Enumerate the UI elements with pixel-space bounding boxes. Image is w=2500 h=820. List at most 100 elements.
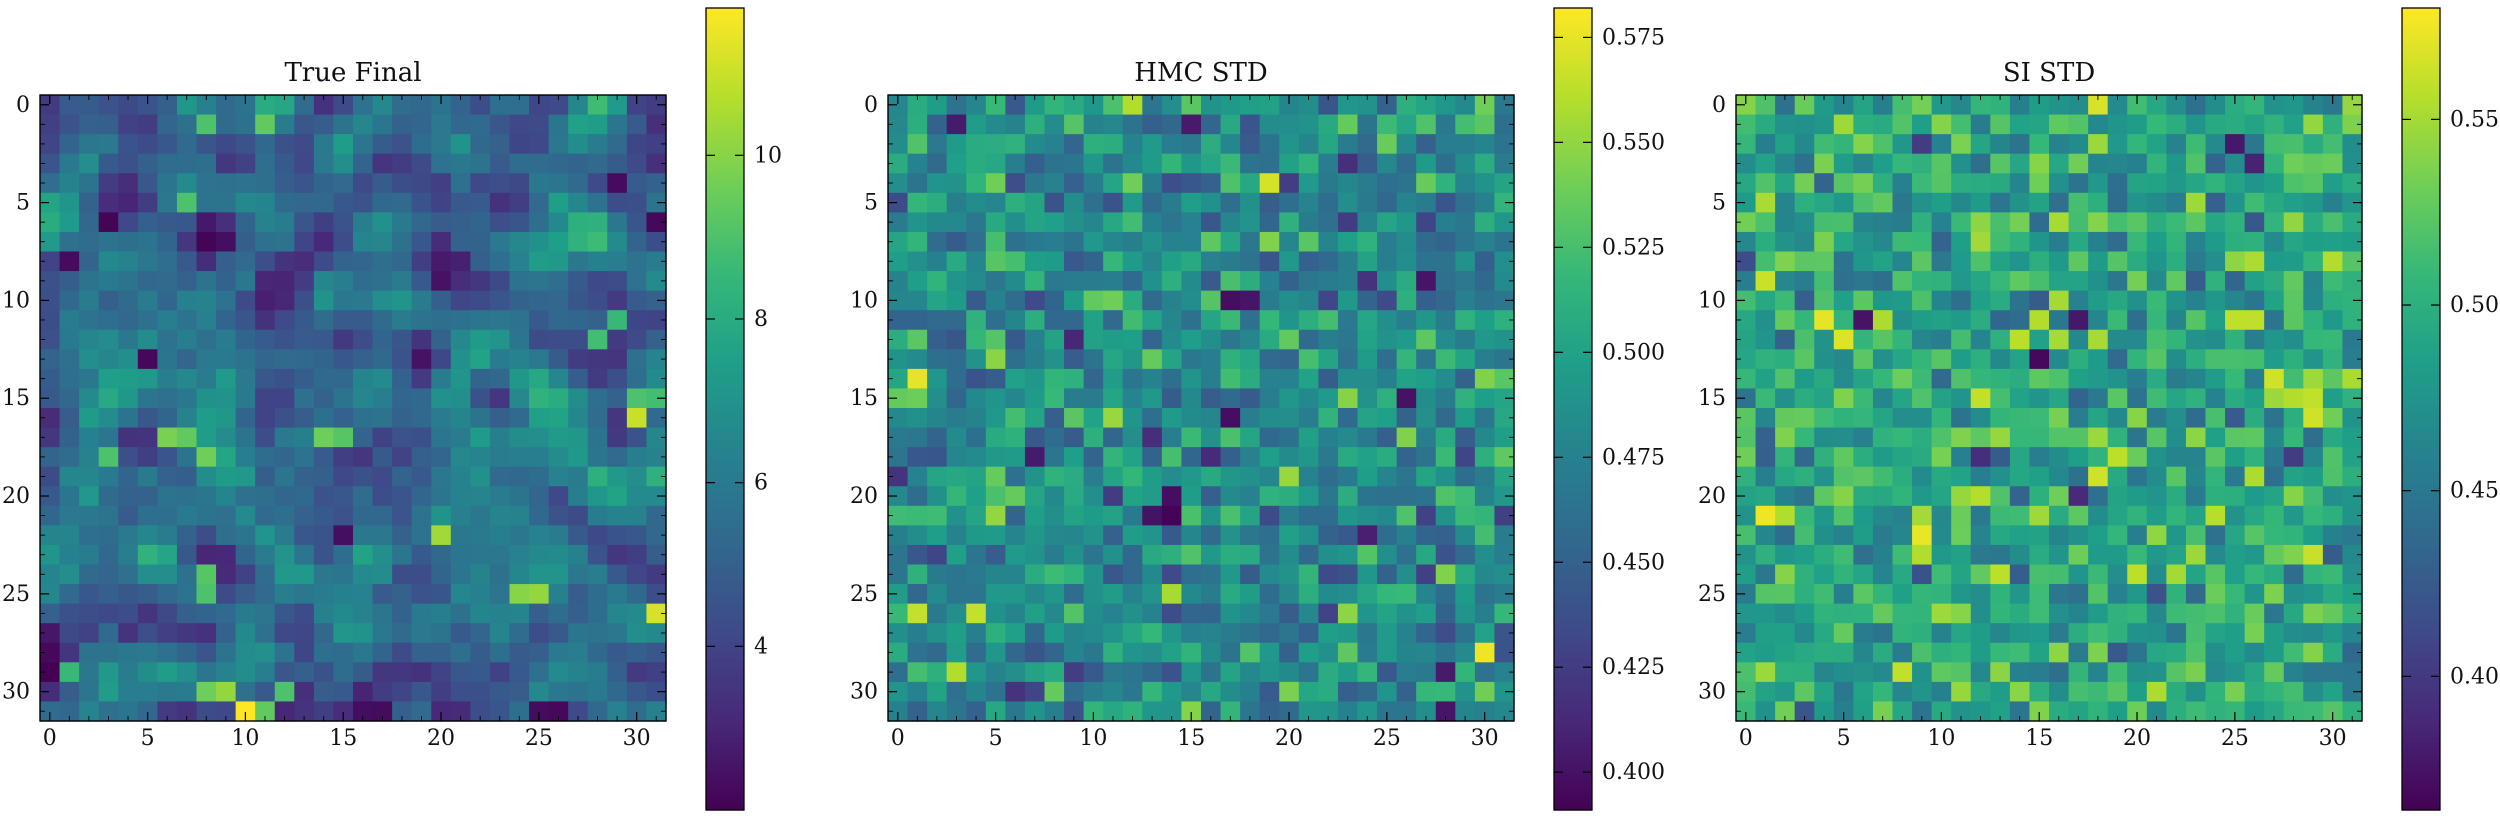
heatmap-cell	[392, 231, 413, 253]
heatmap-cell	[1853, 134, 1874, 155]
heatmap-cell	[235, 153, 256, 174]
heatmap-cell	[2225, 447, 2246, 468]
heatmap-cell	[2225, 231, 2246, 253]
y-tick-label: 0	[864, 93, 878, 118]
colorbar-segment	[706, 348, 744, 354]
heatmap-cell	[353, 134, 374, 155]
colorbar-segment	[2402, 445, 2440, 450]
heatmap-cell	[1912, 701, 1933, 722]
colorbar-segment	[706, 264, 744, 270]
heatmap-cell	[2107, 153, 2128, 174]
heatmap-cell	[274, 271, 295, 292]
heatmap-cell	[1494, 231, 1515, 253]
heatmap-cell	[235, 192, 256, 213]
heatmap-cell	[79, 505, 100, 526]
heatmap-cell	[1736, 95, 1757, 116]
heatmap-cell	[2283, 349, 2304, 370]
heatmap-cell	[2205, 701, 2226, 722]
heatmap-cell	[1970, 681, 1991, 703]
heatmap-cell	[1220, 408, 1241, 429]
heatmap-cell	[2049, 584, 2070, 605]
heatmap-cell	[1794, 290, 1815, 311]
heatmap-cell	[1240, 290, 1261, 311]
heatmap-cell	[1024, 212, 1046, 233]
heatmap-cell	[333, 329, 354, 350]
heatmap-cell	[1912, 388, 1933, 409]
heatmap-cell	[1435, 564, 1456, 585]
colorbar-segment	[1554, 400, 1592, 406]
heatmap-cell	[2244, 701, 2265, 722]
heatmap-cell	[489, 251, 511, 272]
heatmap-cell	[2127, 153, 2148, 174]
heatmap-cell	[2342, 153, 2363, 174]
colorbar-segment	[2402, 52, 2440, 57]
heatmap-cell	[1005, 231, 1026, 253]
heatmap-cell	[196, 114, 217, 135]
heatmap-cell	[372, 447, 393, 468]
heatmap-cell	[1775, 290, 1796, 311]
heatmap-cell	[1024, 388, 1046, 409]
heatmap-cell	[98, 701, 119, 722]
heatmap-cell	[1416, 134, 1437, 155]
heatmap-cell	[489, 427, 511, 448]
heatmap-cell	[1337, 368, 1359, 390]
heatmap-cell	[392, 329, 413, 350]
heatmap-cell	[1416, 642, 1437, 663]
heatmap-cell	[2049, 290, 2070, 311]
heatmap-cell	[548, 623, 569, 644]
heatmap-cell	[1064, 349, 1085, 370]
heatmap-cell	[40, 408, 61, 429]
heatmap-cell	[1240, 212, 1261, 233]
heatmap-cell	[1892, 701, 1913, 722]
heatmap-cell	[1990, 701, 2011, 722]
heatmap-cell	[118, 525, 139, 546]
heatmap-cell	[509, 447, 530, 468]
heatmap-cell	[888, 212, 909, 233]
heatmap-cell	[2342, 603, 2363, 624]
heatmap-cell	[2127, 486, 2148, 507]
colorbar-segment	[1554, 441, 1592, 446]
colorbar-segment	[2402, 364, 2440, 370]
heatmap-cell	[1494, 584, 1515, 605]
heatmap-cell	[216, 466, 237, 487]
heatmap-cell	[2009, 310, 2031, 331]
heatmap-cell	[216, 388, 237, 409]
heatmap-cell	[1931, 525, 1952, 546]
heatmap-cell	[1337, 153, 1359, 174]
colorbar-segment	[2402, 469, 2440, 474]
heatmap-cell	[1181, 310, 1202, 331]
colorbar-segment	[2402, 697, 2440, 703]
colorbar-segment	[2402, 597, 2440, 603]
heatmap-cell	[294, 427, 315, 448]
colorbar-segment	[1554, 517, 1592, 522]
heatmap-cell	[1494, 701, 1515, 722]
heatmap-cell	[529, 564, 550, 585]
heatmap-cell	[1892, 349, 1913, 370]
heatmap-cell	[79, 271, 100, 292]
heatmap-cell	[927, 584, 948, 605]
heatmap-cell	[2283, 173, 2304, 194]
heatmap-cell	[1044, 662, 1065, 683]
heatmap-cell	[1990, 681, 2011, 703]
heatmap-cell	[313, 603, 335, 624]
heatmap-cell	[392, 212, 413, 233]
heatmap-cell	[79, 95, 100, 116]
heatmap-cell	[2205, 408, 2226, 429]
heatmap-cell	[529, 290, 550, 311]
heatmap-cell	[2029, 192, 2050, 213]
heatmap-cell	[946, 388, 967, 409]
heatmap-cell	[2107, 251, 2128, 272]
heatmap-cell	[2009, 271, 2031, 292]
heatmap-cell	[196, 212, 217, 233]
heatmap-cell	[1279, 544, 1300, 566]
heatmap-cell	[1337, 544, 1359, 566]
heatmap-cell	[176, 329, 198, 350]
heatmap-cell	[646, 290, 667, 311]
heatmap-cell	[489, 564, 511, 585]
heatmap-cell	[966, 466, 987, 487]
heatmap-cell	[2049, 212, 2070, 233]
colorbar-segment	[706, 184, 744, 190]
heatmap-cell	[1912, 153, 1933, 174]
heatmap-cell	[1474, 447, 1496, 468]
colorbar-segment	[706, 785, 744, 791]
